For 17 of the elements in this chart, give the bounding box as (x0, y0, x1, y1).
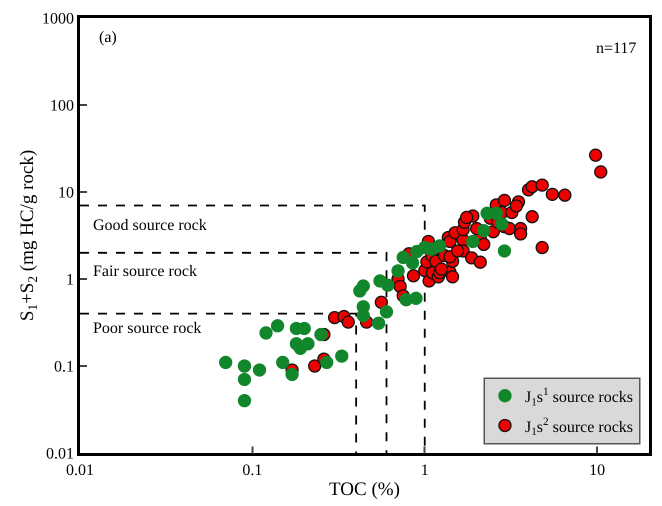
x-tick-label: 0.1 (242, 462, 262, 479)
y-tick-label: 0.1 (54, 358, 74, 376)
x-tick-label: 1 (420, 462, 429, 479)
x-tick-label: 10 (589, 462, 606, 479)
x-axis-title: TOC (%) (329, 478, 400, 500)
y-tick-label: 1 (66, 272, 74, 289)
annotation: Fair source rock (93, 263, 197, 280)
legend-label: J$_{1}$s$^{2}$ source rocks (524, 416, 634, 438)
y-tick-label: 10 (58, 184, 74, 202)
y-tick-label: 100 (50, 98, 74, 115)
legend-label: J$_{1}$s$^{1}$ source rocks (524, 386, 634, 408)
y-tick-label: 0.01 (46, 446, 74, 463)
annotation: Good source rock (93, 217, 207, 234)
annotation: Poor source rock (93, 320, 202, 337)
annotation: n=117 (596, 40, 636, 57)
y-tick-label: 1000 (42, 10, 74, 28)
annotation: (a) (99, 29, 117, 46)
